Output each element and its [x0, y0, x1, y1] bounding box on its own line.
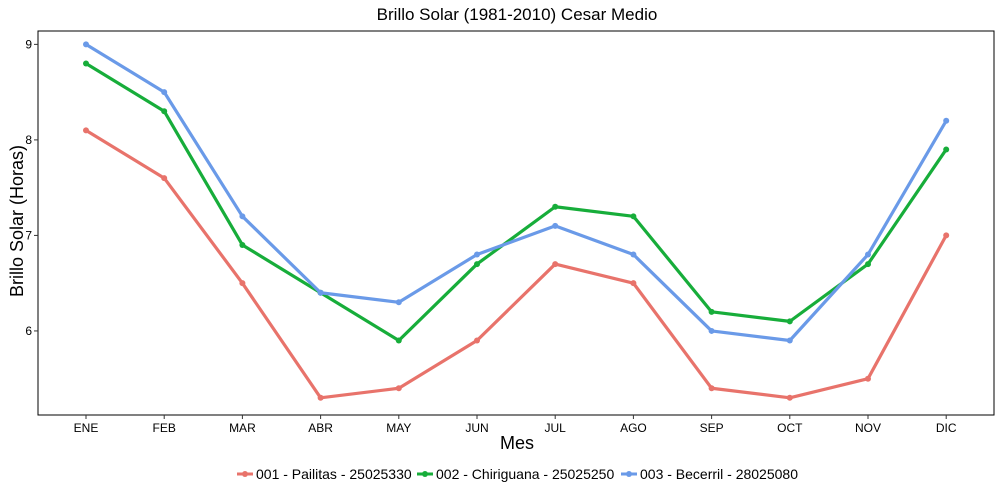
data-point [474, 261, 480, 268]
y-tick-label: 9 [25, 37, 32, 51]
legend-key-point [422, 471, 428, 477]
legend-key-point [242, 471, 248, 477]
data-point [630, 251, 637, 258]
y-tick-label: 8 [25, 133, 32, 147]
data-point [83, 60, 89, 67]
legend-item: 001 - Pailitas - 25025330 [237, 466, 412, 482]
x-tick-label: NOV [855, 421, 881, 435]
data-point [865, 375, 871, 382]
series-line [84, 128, 948, 400]
x-tick-label: AGO [620, 421, 647, 435]
data-point [474, 251, 480, 258]
data-point [865, 261, 871, 268]
data-point [317, 289, 324, 296]
series-line [84, 61, 948, 343]
data-point [786, 337, 793, 344]
data-point [239, 241, 246, 248]
data-point [239, 213, 246, 220]
legend-item: 003 - Becerril - 28025080 [621, 466, 798, 482]
x-tick-label: DIC [936, 421, 957, 435]
data-point [83, 127, 89, 134]
x-axis-title: Mes [500, 433, 534, 453]
data-point [395, 337, 402, 344]
series-1 [83, 127, 950, 401]
data-point [317, 394, 324, 401]
legend-item: 002 - Chiriguana - 25025250 [417, 466, 614, 482]
x-tick-label: OCT [777, 421, 803, 435]
data-point [630, 213, 637, 220]
x-tick-label: FEB [153, 421, 176, 435]
data-point [943, 117, 950, 124]
data-point [395, 299, 402, 306]
x-tick-label: JUL [545, 421, 567, 435]
data-point [161, 175, 168, 182]
data-point [708, 308, 715, 315]
series-layer [83, 41, 950, 401]
legend-label: 003 - Becerril - 28025080 [640, 466, 798, 482]
data-point [786, 394, 793, 401]
y-axis-title: Brillo Solar (Horas) [7, 145, 27, 297]
data-point [786, 318, 793, 325]
data-point [239, 280, 246, 287]
y-axis: 6 7 8 9 [25, 37, 38, 338]
data-point [708, 327, 715, 334]
data-point [161, 89, 168, 96]
data-point [161, 108, 168, 115]
x-tick-label: ABR [308, 421, 333, 435]
chart-title: Brillo Solar (1981-2010) Cesar Medio [377, 5, 658, 24]
y-tick-label: 7 [25, 228, 32, 242]
series-3 [83, 41, 950, 344]
x-tick-label: ENE [74, 421, 99, 435]
legend: 001 - Pailitas - 25025330 002 - Chiriguan… [237, 466, 798, 482]
x-tick-label: SEP [700, 421, 724, 435]
legend-label: 002 - Chiriguana - 25025250 [436, 466, 614, 482]
series-line [84, 42, 948, 343]
data-point [552, 203, 559, 210]
x-tick-label: JUN [465, 421, 488, 435]
data-point [552, 222, 559, 229]
legend-key-point [626, 471, 632, 477]
x-axis: ENE FEB MAR ABR MAY JUN JUL AGO SEP OCT NOV DIC [74, 415, 957, 435]
x-tick-label: MAR [229, 421, 256, 435]
plot-panel [37, 30, 995, 416]
data-point [865, 251, 871, 258]
data-point [630, 280, 637, 287]
data-point [395, 385, 402, 392]
data-point [943, 232, 950, 239]
y-tick-label: 6 [25, 324, 32, 338]
data-point [83, 41, 89, 48]
legend-label: 001 - Pailitas - 25025330 [256, 466, 412, 482]
data-point [474, 337, 480, 344]
data-point [708, 385, 715, 392]
data-point [943, 146, 950, 153]
data-point [552, 261, 559, 268]
x-tick-label: MAY [386, 421, 411, 435]
